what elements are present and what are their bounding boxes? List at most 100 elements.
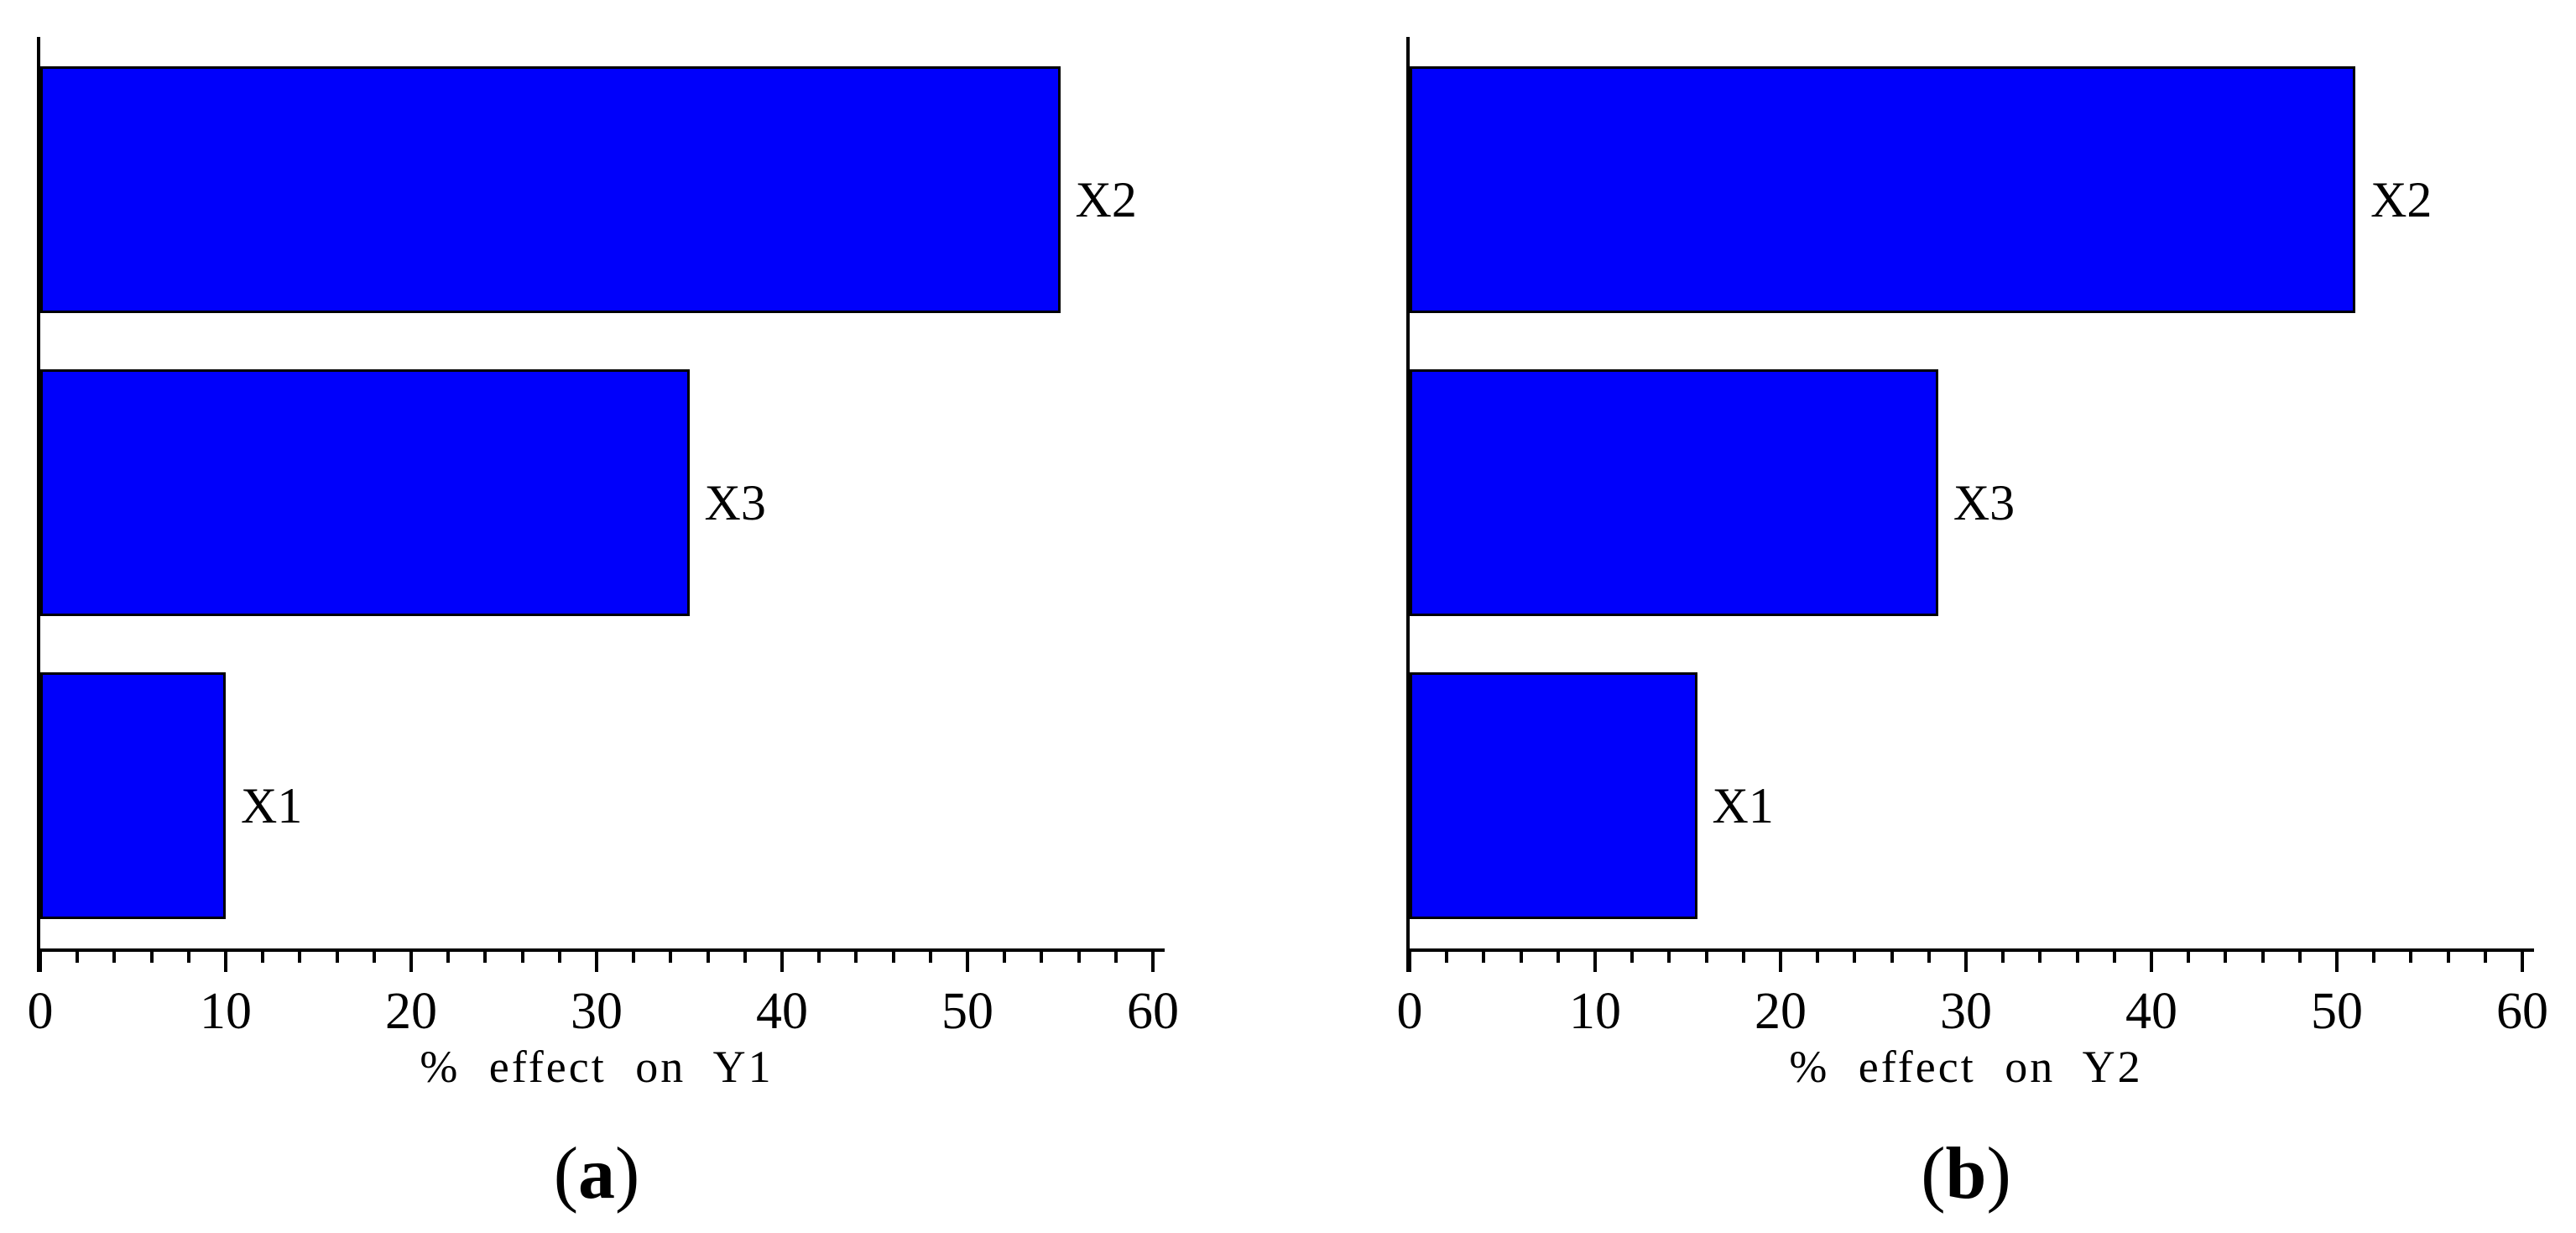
x-axis-minor-tick (2372, 948, 2376, 963)
bar-label-x2: X2 (2370, 171, 2433, 227)
bar-label-x1: X1 (241, 777, 303, 833)
x-axis-minor-tick (1113, 948, 1118, 963)
x-axis-tick-label: 60 (2496, 983, 2548, 1040)
x-axis-minor-tick (298, 948, 302, 963)
x-axis-minor-tick (1741, 948, 1745, 963)
x-axis-minor-tick (1482, 948, 1486, 963)
x-axis-minor-tick (149, 948, 154, 963)
caption-letter: a (578, 1133, 615, 1215)
x-axis-major-tick (39, 948, 42, 972)
x-axis-minor-tick (2075, 948, 2079, 963)
panel-caption: (a) (177, 1131, 1016, 1216)
x-axis-minor-tick (706, 948, 710, 963)
x-axis-title: % effect on Y2 (1789, 1042, 2143, 1092)
x-axis-minor-tick (76, 948, 80, 963)
x-axis-minor-tick (854, 948, 858, 963)
x-axis-major-tick (1779, 948, 1782, 972)
panel-caption: (b) (1546, 1131, 2386, 1216)
bar-x2 (1410, 66, 2356, 313)
x-axis-minor-tick (520, 948, 524, 963)
x-axis-tick-label: 40 (756, 983, 808, 1040)
x-axis-minor-tick (483, 948, 488, 963)
x-axis-minor-tick (2483, 948, 2487, 963)
x-axis-tick-label: 0 (1396, 983, 1423, 1040)
x-axis-minor-tick (928, 948, 932, 963)
chart-panel-b: % effect on Y2 (b) 0 10 20 30 40 50 60 X2 X3 X1 (1288, 0, 2576, 1233)
x-axis-tick-label: 20 (1755, 983, 1807, 1040)
caption-open-paren: ( (1921, 1133, 1946, 1215)
x-axis-minor-tick (1003, 948, 1007, 963)
x-axis-tick-label: 40 (2125, 983, 2177, 1040)
x-axis-major-tick (595, 948, 598, 972)
x-axis-major-tick (2335, 948, 2339, 972)
x-axis-major-tick (2150, 948, 2153, 972)
x-axis-minor-tick (1890, 948, 1894, 963)
caption-close-paren: ) (1986, 1133, 2011, 1215)
x-axis-minor-tick (1816, 948, 1820, 963)
x-axis-minor-tick (2297, 948, 2302, 963)
x-axis-minor-tick (2224, 948, 2228, 963)
x-axis-minor-tick (1556, 948, 1560, 963)
x-axis-tick-label: 50 (2311, 983, 2363, 1040)
x-axis-line (1406, 948, 2534, 952)
x-axis-tick-label: 30 (1940, 983, 1992, 1040)
x-axis-minor-tick (891, 948, 895, 963)
x-axis-minor-tick (1927, 948, 1931, 963)
bar-label-x1: X1 (1712, 777, 1774, 833)
x-axis-minor-tick (632, 948, 636, 963)
bar-x1 (40, 672, 226, 919)
x-axis-minor-tick (261, 948, 265, 963)
x-axis-tick-label: 10 (1569, 983, 1621, 1040)
x-axis-minor-tick (1853, 948, 1857, 963)
x-axis-title: % effect on Y1 (420, 1042, 774, 1092)
x-axis-minor-tick (1040, 948, 1044, 963)
bar-x1 (1410, 672, 1697, 919)
x-axis-minor-tick (186, 948, 190, 963)
x-axis-minor-tick (557, 948, 561, 963)
x-axis-major-tick (1408, 948, 1411, 972)
x-axis-major-tick (409, 948, 413, 972)
x-axis-major-tick (1151, 948, 1155, 972)
x-axis-minor-tick (817, 948, 821, 963)
x-axis-major-tick (224, 948, 227, 972)
x-axis-minor-tick (1519, 948, 1523, 963)
x-axis-minor-tick (2409, 948, 2413, 963)
x-axis-minor-tick (1077, 948, 1081, 963)
x-axis-minor-tick (112, 948, 117, 963)
x-axis-minor-tick (743, 948, 747, 963)
x-axis-major-tick (1593, 948, 1597, 972)
y-axis-line (37, 37, 40, 972)
bar-label-x3: X3 (704, 474, 766, 530)
x-axis-major-tick (780, 948, 784, 972)
x-axis-major-tick (966, 948, 969, 972)
x-axis-tick-label: 60 (1127, 983, 1179, 1040)
bar-x3 (1410, 369, 1938, 616)
x-axis-minor-tick (335, 948, 339, 963)
x-axis-minor-tick (1704, 948, 1708, 963)
y-axis-line (1406, 37, 1410, 972)
x-axis-minor-tick (2112, 948, 2116, 963)
caption-close-paren: ) (615, 1133, 640, 1215)
x-axis-minor-tick (2187, 948, 2191, 963)
x-axis-minor-tick (2446, 948, 2450, 963)
x-axis-tick-label: 20 (385, 983, 437, 1040)
x-axis-tick-label: 30 (571, 983, 623, 1040)
bar-label-x2: X2 (1075, 171, 1137, 227)
x-axis-minor-tick (1667, 948, 1671, 963)
x-axis-minor-tick (1445, 948, 1449, 963)
x-axis-tick-label: 50 (941, 983, 993, 1040)
bar-label-x3: X3 (1953, 474, 2015, 530)
caption-letter: b (1945, 1133, 1987, 1215)
bar-x2 (40, 66, 1061, 313)
x-axis-tick-label: 10 (200, 983, 252, 1040)
caption-open-paren: ( (553, 1133, 578, 1215)
x-axis-minor-tick (669, 948, 673, 963)
x-axis-tick-label: 0 (27, 983, 54, 1040)
x-axis-line (37, 948, 1165, 952)
x-axis-minor-tick (372, 948, 376, 963)
x-axis-minor-tick (2001, 948, 2005, 963)
bar-x3 (40, 369, 690, 616)
x-axis-minor-tick (1630, 948, 1635, 963)
x-axis-minor-tick (2038, 948, 2042, 963)
